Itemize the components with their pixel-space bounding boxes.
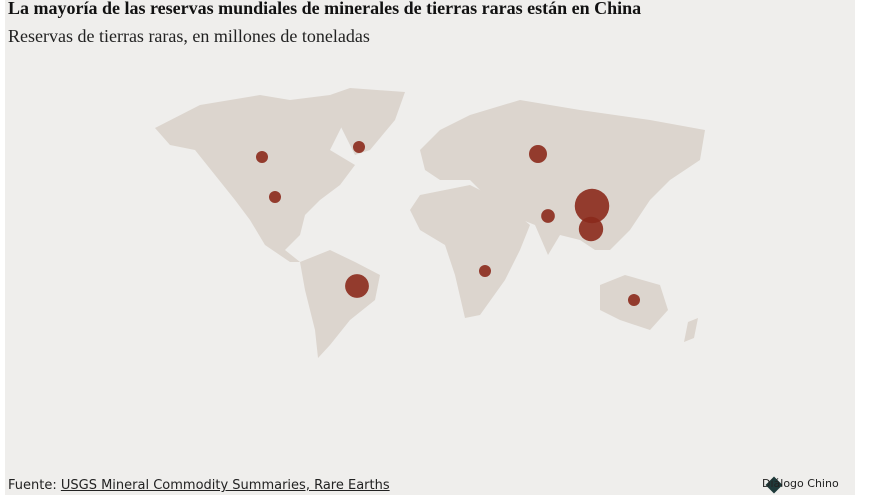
south-america (300, 250, 380, 358)
brand: Diálogo Chino (762, 477, 839, 490)
africa (410, 185, 530, 318)
source-link[interactable]: USGS Mineral Commodity Summaries, Rare E… (60, 478, 390, 493)
bubble (345, 274, 369, 298)
greenland (330, 88, 405, 155)
source: Fuente: USGS Mineral Commodity Summaries… (8, 478, 390, 493)
new-zealand (684, 318, 698, 342)
bubble (541, 209, 555, 223)
subtitle: Reservas de tierras raras, en millones d… (8, 26, 370, 46)
source-label: Fuente: (8, 478, 57, 493)
logo (765, 476, 783, 494)
north-america (155, 95, 355, 262)
brand-logo (765, 476, 783, 494)
bubble (574, 188, 610, 224)
title: La mayoría de las reservas mundiales de … (8, 0, 642, 18)
bubble (628, 294, 640, 306)
bubble (578, 216, 604, 242)
bubble (479, 265, 491, 277)
bubble (528, 144, 548, 164)
eurasia (420, 100, 705, 255)
bubbles (256, 141, 640, 306)
bubble (269, 191, 281, 203)
panel (5, 0, 855, 495)
continents (155, 88, 705, 358)
bubble (353, 141, 365, 153)
bubble (256, 151, 268, 163)
